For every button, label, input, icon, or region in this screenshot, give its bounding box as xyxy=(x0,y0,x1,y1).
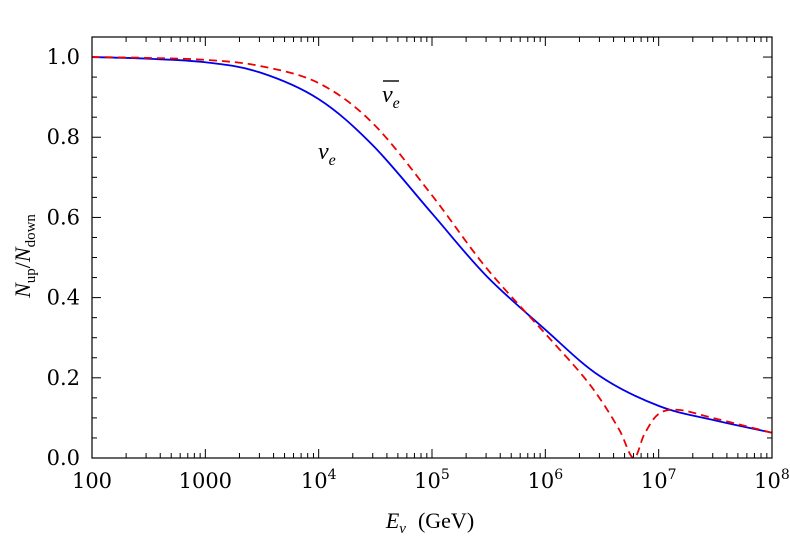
y-tick-label: 0.6 xyxy=(47,205,80,229)
svg-text:νe: νe xyxy=(318,139,336,169)
y-tick-label: 0.0 xyxy=(47,446,80,470)
x-tick-label: 106 xyxy=(528,467,564,493)
x-tick-label: 100 xyxy=(72,469,112,493)
x-tick-labels: 100 1000 104 105 106 107 108 xyxy=(72,467,790,493)
x-tick-label: 108 xyxy=(754,467,790,493)
series-line-antineutrino-e xyxy=(91,56,773,459)
y-tick-label: 1.0 xyxy=(47,45,80,69)
y-tick-label: 0.2 xyxy=(47,366,80,390)
y-tick-labels: 0.0 0.2 0.4 0.6 0.8 1.0 xyxy=(47,45,80,470)
x-tick-label: 1000 xyxy=(179,469,232,493)
series-line-neutrino-e xyxy=(91,56,773,434)
x-tick-label: 104 xyxy=(301,467,337,493)
annotation-antineutrino-e: νe xyxy=(382,80,400,112)
annotation-neutrino-e: νe xyxy=(318,139,336,169)
svg-text:νe: νe xyxy=(382,82,400,112)
y-tick-label: 0.4 xyxy=(47,286,80,310)
y-axis-label: Nup/Ndown xyxy=(10,214,39,299)
plot-frame xyxy=(91,36,773,459)
x-tick-label: 105 xyxy=(414,467,450,493)
curves xyxy=(91,56,773,459)
y-tick-label: 0.8 xyxy=(47,125,80,149)
tick-marks xyxy=(91,36,773,459)
x-axis-label: Eν (GeV) xyxy=(385,508,474,537)
x-tick-label: 107 xyxy=(641,467,677,493)
